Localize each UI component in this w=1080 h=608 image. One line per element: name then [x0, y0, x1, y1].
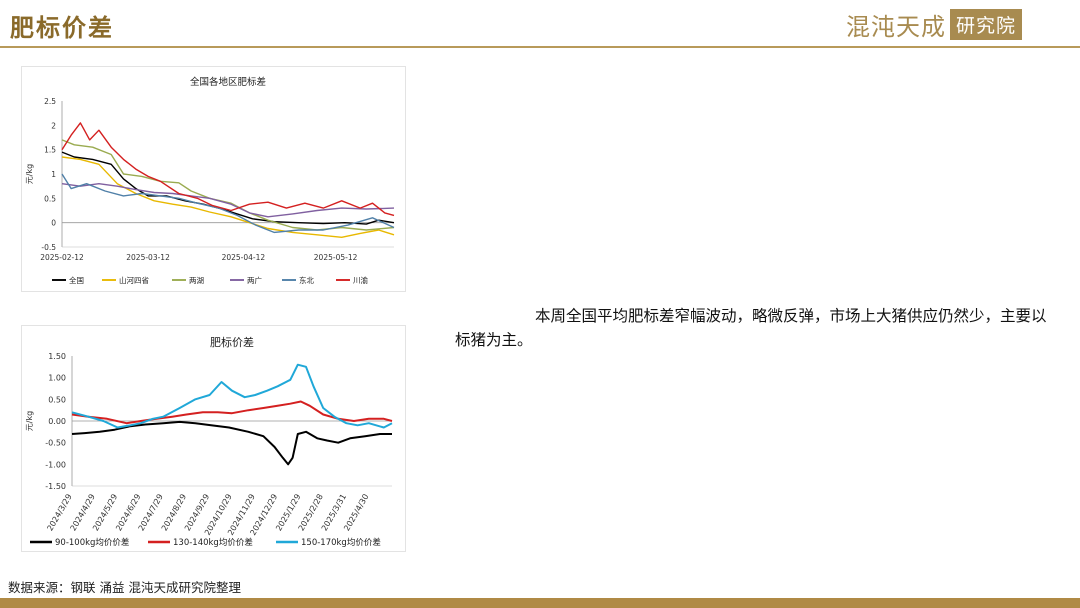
x-tick-label: 2025-03-12 — [126, 253, 170, 262]
series-line-0 — [71, 420, 392, 466]
chart-panel-weights: 肥标价差 元/kg 1.50 1.00 0.50 0.00 -0.50 -1.00 -1.50 2… — [21, 325, 406, 552]
y-tick-label: 2.5 — [44, 97, 56, 106]
legend-label: 90-100kg均价价差 — [55, 537, 129, 548]
legend-label: 全国 — [69, 275, 84, 285]
y-tick-label: -1.00 — [45, 460, 66, 469]
footer-bar — [0, 598, 1080, 608]
legend-label: 两广 — [247, 275, 262, 285]
header-divider — [0, 46, 1080, 48]
series-line-5 — [61, 122, 395, 217]
y-tick-label: -1.50 — [45, 482, 66, 491]
chart-title: 肥标价差 — [210, 335, 254, 349]
series-line-1 — [71, 400, 393, 425]
y-axis-label: 元/kg — [25, 164, 34, 184]
y-tick-label: 0.00 — [48, 417, 66, 426]
y-tick-label: -0.50 — [45, 439, 66, 448]
brand-text: 混沌天成 — [846, 12, 946, 41]
y-axis-label: 元/kg — [25, 411, 34, 431]
brand-box: 研究院 — [950, 8, 1023, 40]
legend-label: 两湖 — [189, 276, 204, 285]
series-line-2 — [71, 363, 393, 429]
x-tick-label: 2025-02-12 — [40, 253, 84, 262]
y-tick-label: 1.50 — [48, 352, 66, 361]
legend-label: 山河四省 — [119, 275, 149, 285]
brand-logo: 混沌天成 研究院 — [846, 8, 1023, 41]
commentary: 本周全国平均肥标差窄幅波动，略微反弹，市场上大猪供应仍然少，主要以标猪为主。 — [455, 304, 1055, 352]
x-tick-label: 2025-05-12 — [314, 253, 358, 262]
y-tick-label: 0.5 — [44, 194, 56, 203]
legend-label: 130-140kg均价价差 — [173, 537, 253, 548]
chart-title: 全国各地区肥标差 — [190, 76, 266, 88]
y-tick-label: 0.50 — [48, 395, 66, 404]
legend-label: 150-170kg均价价差 — [301, 537, 381, 548]
y-tick-label: 2 — [51, 121, 56, 130]
commentary-text: 本周全国平均肥标差窄幅波动，略微反弹，市场上大猪供应仍然少，主要以标猪为主。 — [455, 307, 1047, 349]
chart-weight-spread: 肥标价差元/kg1.501.000.500.00-0.50-1.00-1.502… — [25, 335, 393, 548]
legend-label: 川渝 — [353, 275, 368, 285]
series-line-3 — [61, 183, 395, 218]
y-tick-label: 1 — [51, 170, 56, 179]
legend-label: 东北 — [299, 275, 314, 285]
y-tick-label: 1.00 — [48, 374, 66, 383]
series-line-1 — [61, 156, 395, 238]
x-tick-label: 2025-04-12 — [222, 253, 266, 262]
source-note: 数据来源：钢联 涌益 混沌天成研究院整理 — [8, 580, 241, 595]
page-title: 肥标价差 — [10, 14, 114, 42]
y-tick-label: 1.5 — [44, 146, 56, 155]
y-tick-label: 0 — [51, 219, 56, 228]
y-tick-label: -0.5 — [41, 243, 56, 252]
series-line-0 — [61, 151, 395, 225]
chart-panel-regions: 全国各地区肥标差元/kg 2.5 2 1.5 1 0.5 0 -0.5 2025-02-12 20… — [21, 66, 406, 292]
series-line-4 — [61, 173, 395, 234]
